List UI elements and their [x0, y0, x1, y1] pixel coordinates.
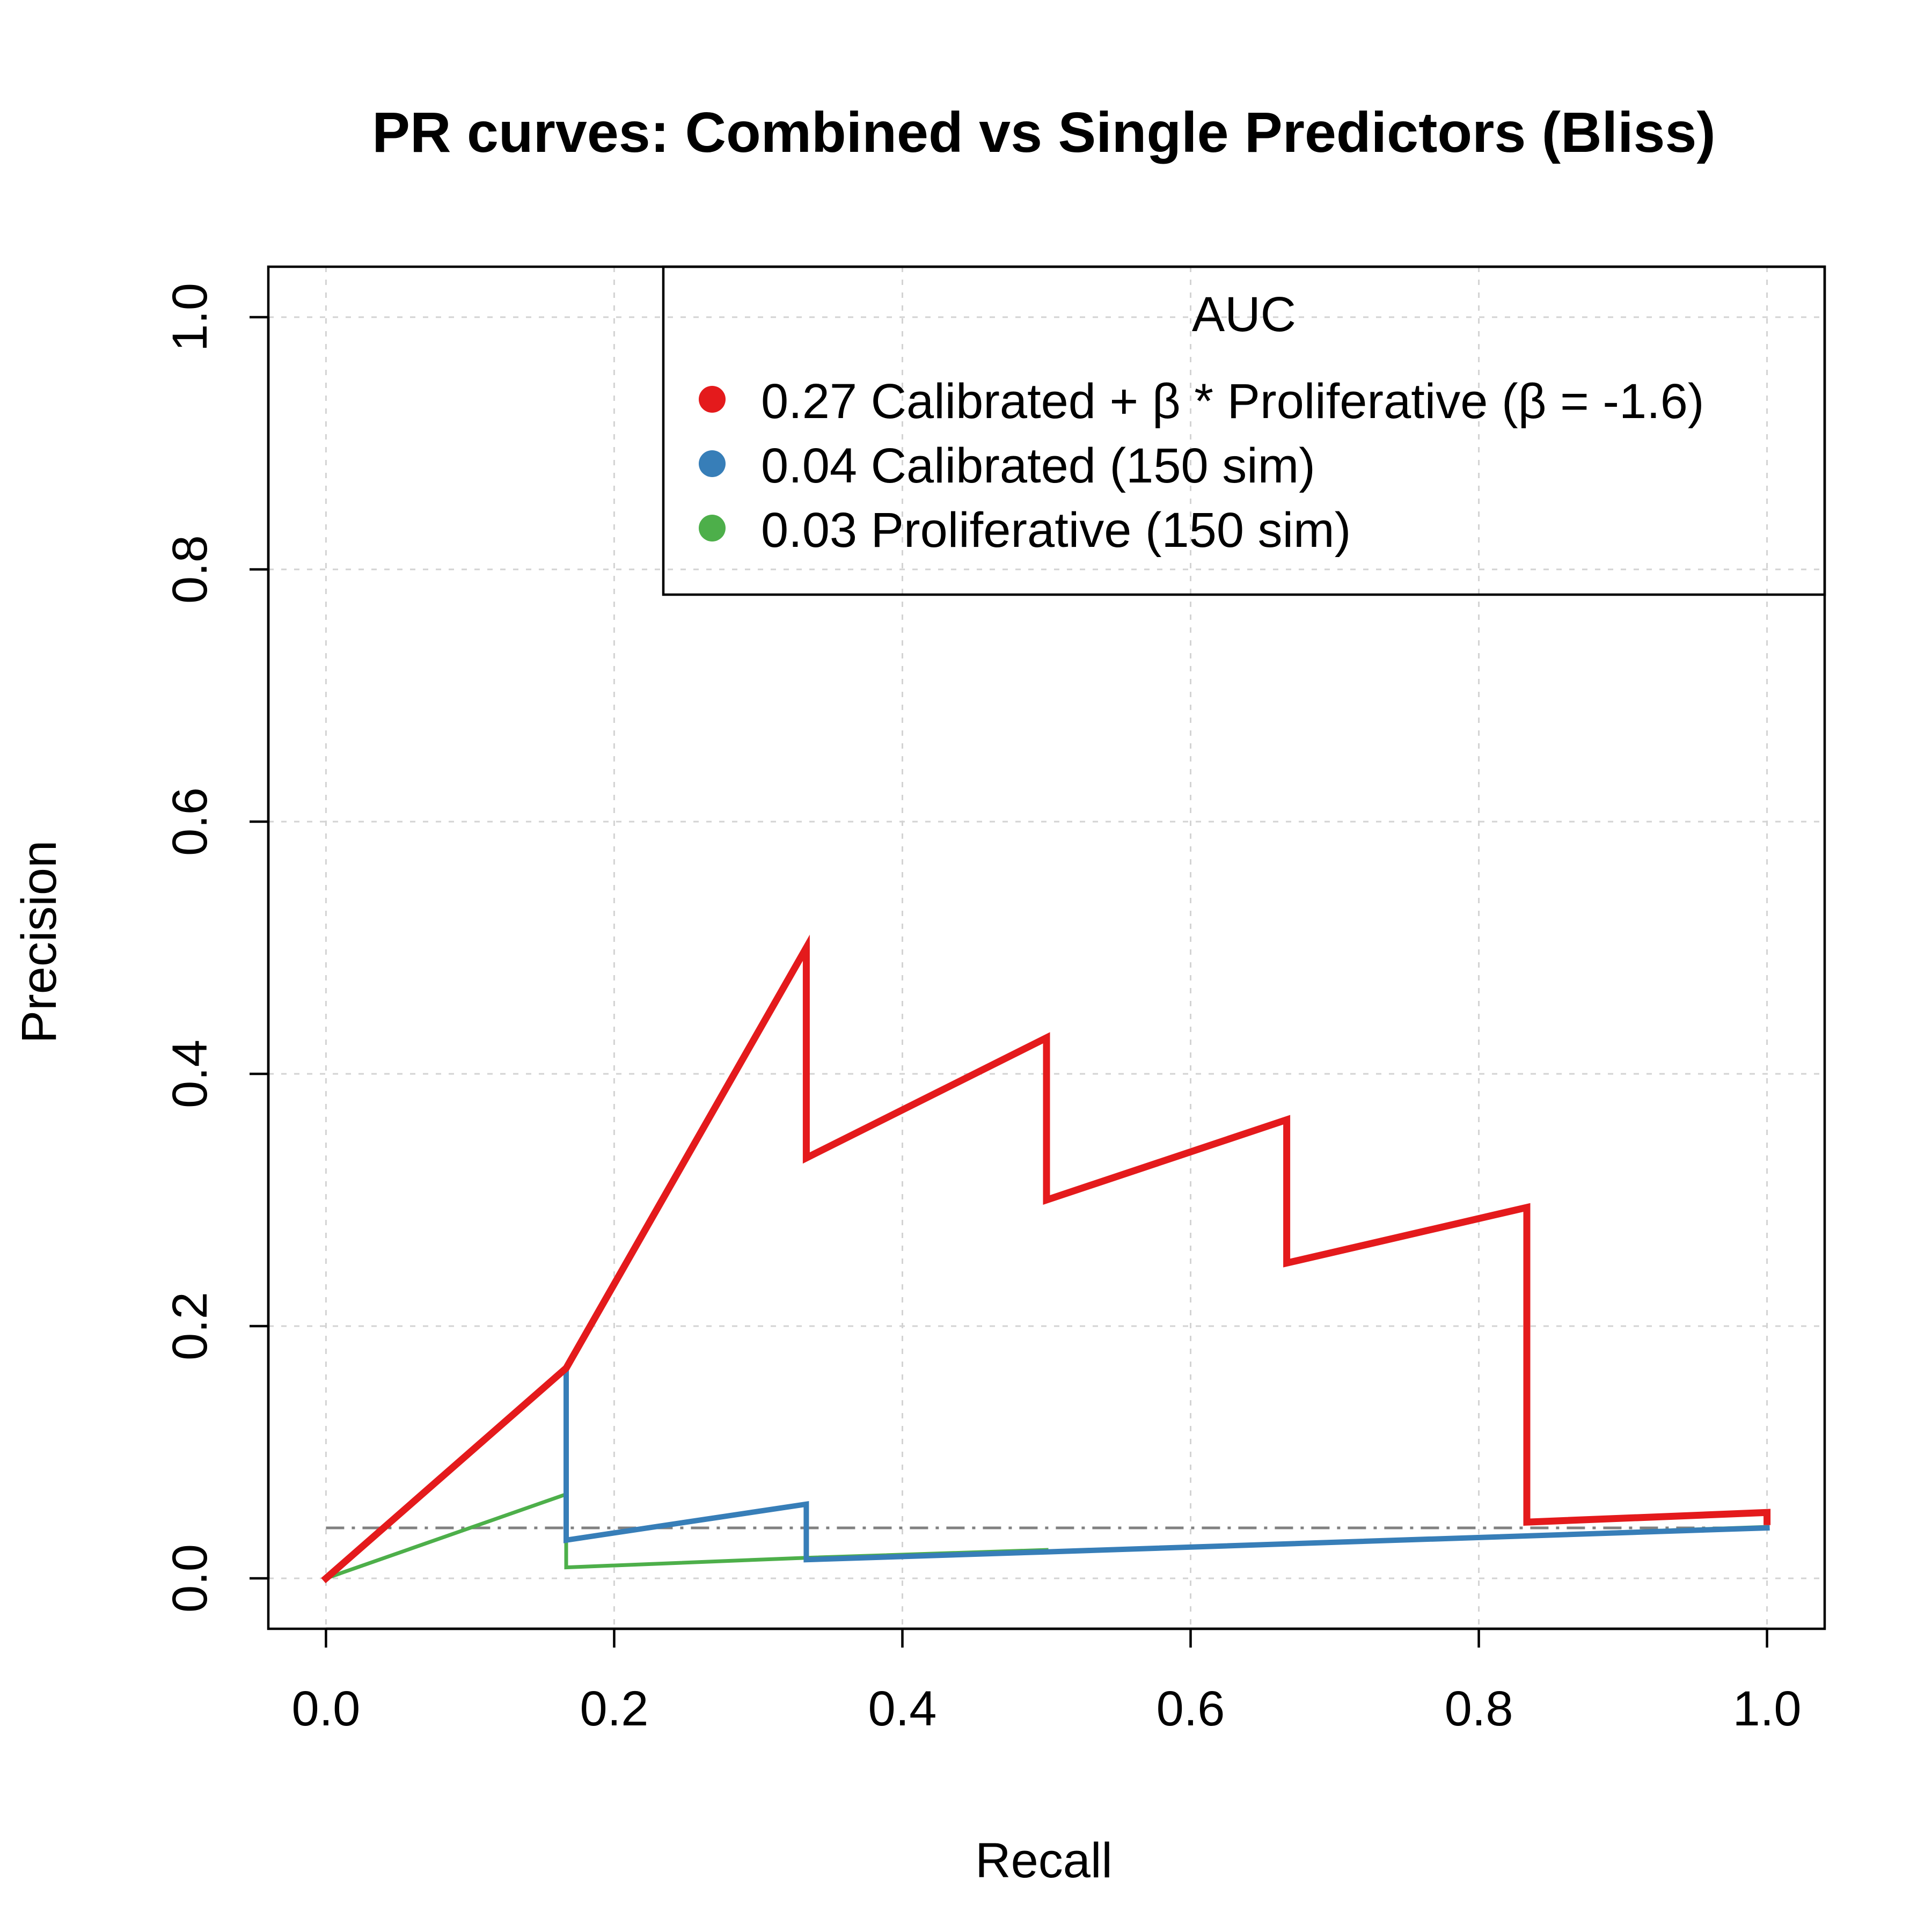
x-tick-label-1: 0.2	[580, 1681, 648, 1736]
legend-label-1: 0.04 Calibrated (150 sim)	[761, 438, 1315, 493]
y-tick-label-2: 0.4	[163, 1040, 217, 1108]
series-layer	[321, 934, 1771, 1584]
grid-lines	[268, 267, 1825, 1629]
legend-label-0: 0.27 Calibrated + β * Proliferative (β =…	[761, 374, 1704, 429]
x-tick-label-4: 0.8	[1445, 1681, 1513, 1736]
series-line-1	[322, 1362, 1770, 1583]
legend-label-2: 0.03 Proliferative (150 sim)	[761, 503, 1351, 558]
series-line-0	[321, 934, 1771, 1584]
y-axis: 0.0 0.2 0.4 0.6 0.8 1.0	[163, 283, 270, 1613]
legend: AUC 0.27 Calibrated + β * Proliferative …	[662, 265, 1826, 596]
legend-marker-0	[699, 386, 726, 413]
y-tick-label-1: 0.2	[163, 1292, 217, 1360]
y-tick-label-0: 0.0	[163, 1544, 217, 1613]
x-axis-label: Recall	[975, 1833, 1113, 1888]
legend-marker-1	[699, 450, 726, 477]
chart-title: PR curves: Combined vs Single Predictors…	[372, 101, 1715, 164]
y-tick-label-3: 0.6	[163, 787, 217, 856]
legend-box	[662, 265, 1826, 596]
y-axis-label: Precision	[12, 840, 67, 1043]
x-tick-label-0: 0.0	[291, 1681, 360, 1736]
legend-marker-2	[699, 515, 726, 541]
legend-title: AUC	[1192, 287, 1296, 342]
y-tick-label-4: 0.8	[163, 535, 217, 604]
x-tick-label-5: 1.0	[1733, 1681, 1802, 1736]
x-tick-label-3: 0.6	[1157, 1681, 1225, 1736]
x-axis: 0.0 0.2 0.4 0.6 0.8 1.0	[291, 1627, 1802, 1736]
x-tick-label-2: 0.4	[868, 1681, 937, 1736]
y-tick-label-5: 1.0	[163, 283, 217, 352]
